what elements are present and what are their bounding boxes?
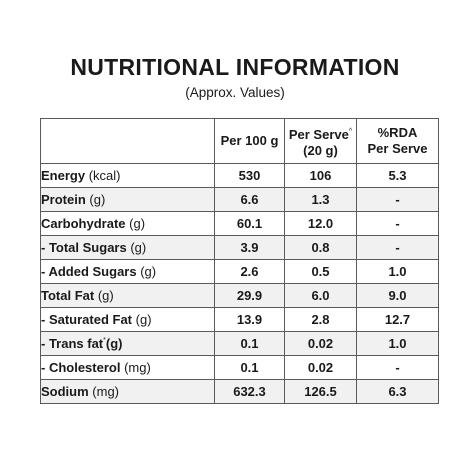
per-100g-value: 13.9 — [214, 307, 285, 332]
table-row: Sodium (mg) 632.3 126.5 6.3 — [40, 379, 439, 404]
per-serve-value: 106 — [284, 163, 357, 188]
nutrient-unit: (kcal) — [88, 168, 121, 183]
row-label: Sodium (mg) — [40, 379, 215, 404]
per-100g-value: 0.1 — [214, 355, 285, 380]
rda-value: 1.0 — [356, 331, 439, 356]
per-serve-value: 0.5 — [284, 259, 357, 284]
per-100g-value: 0.1 — [214, 331, 285, 356]
nutrient-name: - Total Sugars — [41, 240, 127, 255]
nutrient-name: Protein — [41, 192, 86, 207]
nutrient-unit: (g) — [89, 192, 106, 207]
table-row: - Saturated Fat (g) 13.9 2.8 12.7 — [40, 307, 439, 332]
nutrient-unit: (g) — [97, 288, 114, 303]
header-nutrient — [40, 118, 215, 164]
nutrient-unit: (mg) — [124, 360, 151, 375]
header-rda-line2: Per Serve — [367, 141, 428, 156]
row-label: - Cholesterol (mg) — [40, 355, 215, 380]
table-row: Total Fat (g) 29.9 6.0 9.0 — [40, 283, 439, 308]
header-per-serve-line1: Per Serve — [288, 126, 349, 142]
row-label: - Added Sugars (g) — [40, 259, 215, 284]
nutrient-unit: (mg) — [92, 384, 120, 399]
row-label: - Trans fat*(g) — [40, 331, 215, 356]
page-title: NUTRITIONAL INFORMATION — [70, 54, 400, 80]
header-rda-line1: %RDA — [377, 125, 418, 140]
per-serve-value: 2.8 — [284, 307, 357, 332]
rda-value: - — [356, 211, 439, 236]
per-100g-value: 2.6 — [214, 259, 285, 284]
row-label: - Total Sugars (g) — [40, 235, 215, 260]
per-100g-value: 632.3 — [214, 379, 285, 404]
nutrient-name: Total Fat — [41, 288, 95, 303]
per-100g-value: 3.9 — [214, 235, 285, 260]
nutrient-unit: (g) — [135, 312, 152, 327]
nutrient-name: Carbohydrate — [41, 216, 126, 231]
table-header-row: Per 100 g Per Serve^ (20 g) %RDA Per Ser… — [40, 118, 439, 164]
table-row: - Cholesterol (mg) 0.1 0.02 - — [40, 355, 439, 380]
row-label: Protein (g) — [40, 187, 215, 212]
nutrient-name: Sodium — [41, 384, 89, 399]
table-row: Carbohydrate (g) 60.1 12.0 - — [40, 211, 439, 236]
nutrient-name: - Trans fat — [41, 336, 104, 351]
rda-value: - — [356, 235, 439, 260]
rda-value: - — [356, 355, 439, 380]
rda-value: 1.0 — [356, 259, 439, 284]
nutrient-unit: (g) — [129, 216, 146, 231]
per-100g-value: 6.6 — [214, 187, 285, 212]
rda-value: 12.7 — [356, 307, 439, 332]
nutrient-unit: (g) — [105, 336, 123, 351]
table-row: - Total Sugars (g) 3.9 0.8 - — [40, 235, 439, 260]
page-subtitle: (Approx. Values) — [185, 85, 285, 100]
per-serve-value: 1.3 — [284, 187, 357, 212]
nutrient-name: Energy — [41, 168, 86, 183]
per-100g-value: 530 — [214, 163, 285, 188]
asterisk-mark: * — [103, 337, 106, 344]
per-serve-value: 0.02 — [284, 355, 357, 380]
table-row: Protein (g) 6.6 1.3 - — [40, 187, 439, 212]
header-rda: %RDA Per Serve — [356, 118, 439, 164]
nutrient-unit: (g) — [140, 264, 157, 279]
table-row: - Trans fat*(g) 0.1 0.02 1.0 — [40, 331, 439, 356]
per-serve-value: 6.0 — [284, 283, 357, 308]
row-label: Carbohydrate (g) — [40, 211, 215, 236]
per-serve-value: 0.8 — [284, 235, 357, 260]
per-100g-value: 60.1 — [214, 211, 285, 236]
nutrition-table: Per 100 g Per Serve^ (20 g) %RDA Per Ser… — [40, 118, 439, 404]
nutrient-name: - Added Sugars — [41, 264, 137, 279]
row-label: Energy (kcal) — [40, 163, 215, 188]
per-100g-value: 29.9 — [214, 283, 285, 308]
rda-value: 5.3 — [356, 163, 439, 188]
rda-value: - — [356, 187, 439, 212]
per-serve-value: 12.0 — [284, 211, 357, 236]
caret-mark: ^ — [348, 127, 353, 135]
table-row: - Added Sugars (g) 2.6 0.5 1.0 — [40, 259, 439, 284]
header-per-serve-line2: (20 g) — [303, 142, 338, 158]
table-row: Energy (kcal) 530 106 5.3 — [40, 163, 439, 188]
nutrient-name: - Saturated Fat — [41, 312, 133, 327]
nutrient-unit: (g) — [130, 240, 147, 255]
header-per-serve: Per Serve^ (20 g) — [284, 118, 357, 164]
per-serve-value: 126.5 — [284, 379, 357, 404]
per-serve-value: 0.02 — [284, 331, 357, 356]
rda-value: 9.0 — [356, 283, 439, 308]
rda-value: 6.3 — [356, 379, 439, 404]
nutrient-name: - Cholesterol — [41, 360, 121, 375]
row-label: Total Fat (g) — [40, 283, 215, 308]
row-label: - Saturated Fat (g) — [40, 307, 215, 332]
header-per-100g: Per 100 g — [214, 118, 285, 164]
